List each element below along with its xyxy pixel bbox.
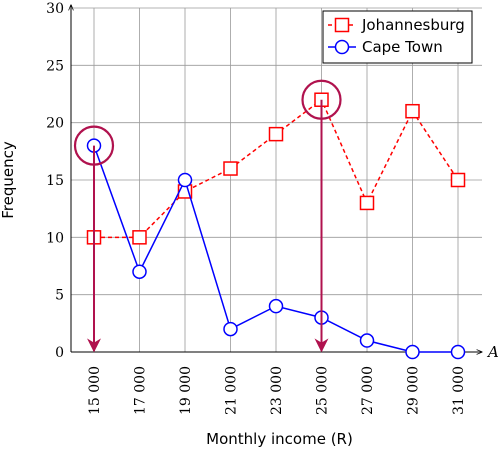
x-tick-label: 17 000 xyxy=(133,366,149,415)
x-tick-label: 21 000 xyxy=(224,366,240,415)
x-tick-label: 19 000 xyxy=(178,366,194,415)
x-tick-label: 23 000 xyxy=(269,366,285,415)
legend-entry: Cape Town xyxy=(328,38,443,56)
y-tick-label: 10 xyxy=(46,230,64,246)
legend: Johannesburg Cape Town xyxy=(322,10,473,64)
x-tick-label: 31 000 xyxy=(451,366,467,415)
x-tick-label: 27 000 xyxy=(360,366,376,415)
data-point xyxy=(359,333,375,348)
data-point xyxy=(405,344,420,360)
data-point xyxy=(223,321,238,337)
ticks: 0 5 10 15 20 25 30 15 000 17 000 19 000 21 000 23 0… xyxy=(46,1,467,415)
legend-label: Johannesburg xyxy=(361,16,465,34)
y-tick-label: 25 xyxy=(46,58,64,74)
data-point xyxy=(177,172,193,188)
data-point xyxy=(223,161,238,176)
x-tick-label: 29 000 xyxy=(406,366,422,415)
y-tick-label: 5 xyxy=(55,288,64,304)
series-cape-town xyxy=(86,138,466,360)
data-point xyxy=(450,172,466,188)
legend-marker xyxy=(334,39,350,55)
legend-entry: Johannesburg xyxy=(328,16,465,34)
y-axis-label: Frequency xyxy=(0,141,17,219)
legend-marker xyxy=(334,17,350,33)
y-tick-label: 0 xyxy=(55,345,64,361)
series-layer xyxy=(86,92,466,360)
x-tick-label: 15 000 xyxy=(87,366,103,415)
data-point xyxy=(268,298,284,314)
data-point xyxy=(132,230,147,245)
y-tick-label: 30 xyxy=(46,1,64,17)
y-tick-label: 20 xyxy=(46,116,64,132)
data-point xyxy=(268,126,284,142)
x-tick-label: 25 000 xyxy=(315,366,331,415)
data-point xyxy=(450,344,466,360)
data-point xyxy=(359,195,375,211)
x-axis-label: Monthly income (R) xyxy=(206,430,353,448)
data-point xyxy=(405,103,420,119)
x-axis-end-label: A xyxy=(486,343,499,361)
legend-label: Cape Town xyxy=(362,38,443,56)
highlight-layer xyxy=(73,79,342,353)
data-point xyxy=(132,264,147,279)
y-tick-label: 15 xyxy=(46,173,64,189)
